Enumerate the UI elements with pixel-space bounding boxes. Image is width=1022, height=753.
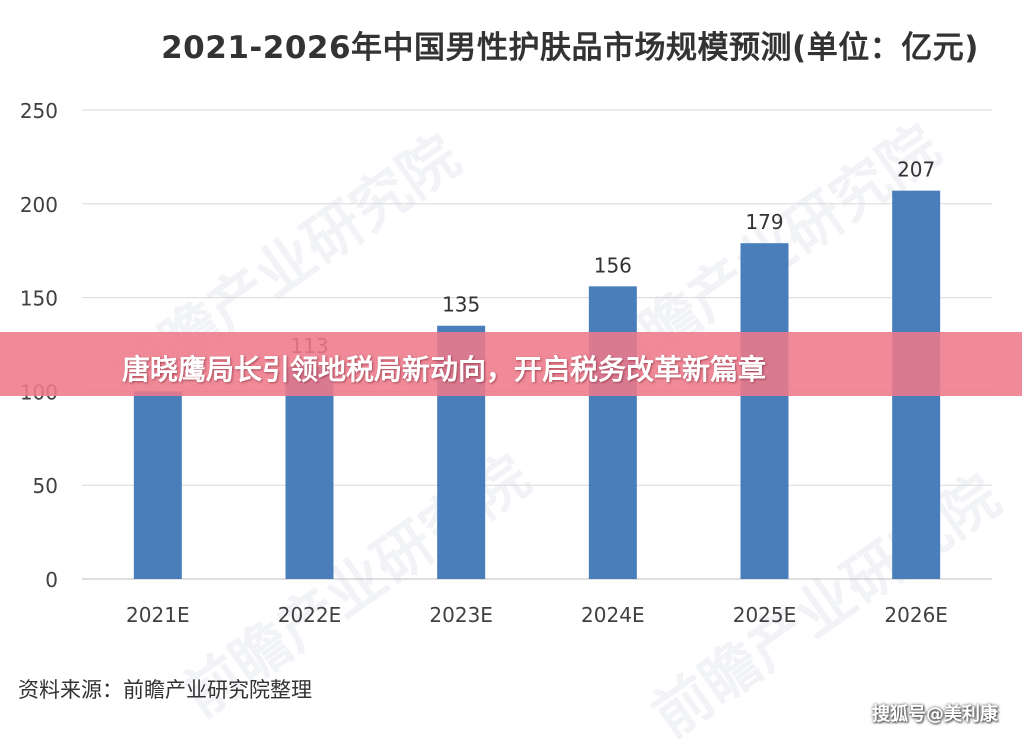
x-tick-label: 2026E xyxy=(884,603,948,627)
x-tick-label: 2022E xyxy=(278,603,342,627)
data-label: 135 xyxy=(442,293,480,317)
data-label: 179 xyxy=(745,210,783,234)
data-label: 156 xyxy=(594,253,632,277)
bar xyxy=(740,243,789,580)
x-tick-label: 2023E xyxy=(429,603,493,627)
headline-banner xyxy=(0,332,1022,396)
bar xyxy=(285,367,334,579)
chart-title: 2021-2026年中国男性护肤品市场规模预测(单位：亿元) xyxy=(161,30,979,66)
banner-headline[interactable]: 唐晓鹰局长引领地税局新动向，开启税务改革新篇章 xyxy=(122,353,767,386)
platform-watermark: 搜狐号@美利康 xyxy=(872,704,998,725)
y-tick-label: 0 xyxy=(45,568,58,592)
tick-labels: 0501001502002502021E2022E2023E2024E2025E… xyxy=(20,99,948,627)
y-tick-label: 150 xyxy=(20,287,58,311)
x-tick-label: 2021E xyxy=(126,603,190,627)
x-tick-label: 2024E xyxy=(581,603,645,627)
y-tick-label: 200 xyxy=(20,193,58,217)
bar xyxy=(133,391,182,579)
bar xyxy=(588,286,637,579)
y-tick-label: 250 xyxy=(20,99,58,123)
data-label: 207 xyxy=(897,158,935,182)
source-note: 资料来源：前瞻产业研究院整理 xyxy=(18,678,312,702)
y-tick-label: 50 xyxy=(33,474,58,498)
x-tick-label: 2025E xyxy=(733,603,797,627)
